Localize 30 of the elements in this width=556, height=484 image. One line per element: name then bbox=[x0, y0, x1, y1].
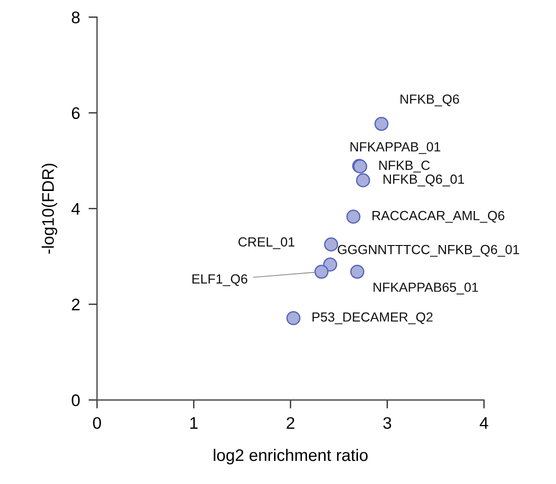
x-tick-label: 1 bbox=[190, 417, 198, 429]
annotation: NFKB_C bbox=[379, 160, 430, 172]
y-tick-label: 2 bbox=[72, 298, 80, 310]
annotation: GGGNNTTTCC_NFKB_Q6_01 bbox=[338, 244, 520, 257]
point bbox=[323, 258, 338, 272]
annotation: CREL_01 bbox=[238, 237, 294, 250]
point bbox=[324, 237, 338, 252]
y-tick-label: 6 bbox=[72, 107, 80, 120]
point bbox=[314, 264, 328, 279]
annotation: RACCACAR_AML_Q6 bbox=[372, 210, 504, 223]
point bbox=[286, 311, 300, 326]
y-tick-label: 4 bbox=[71, 203, 80, 215]
annotation: NFKAPPAB_01 bbox=[350, 142, 440, 154]
annotation: P53_DECAMER_Q2 bbox=[312, 312, 433, 324]
y-tick-label: 0 bbox=[72, 394, 80, 406]
y-tick-label: 8 bbox=[72, 12, 80, 24]
x-tick-label: 4 bbox=[480, 417, 488, 429]
point bbox=[346, 210, 360, 224]
point bbox=[356, 173, 370, 188]
x-axis-title: log2 enrichment ratio bbox=[214, 448, 368, 464]
annotation: NFKB_Q6_01 bbox=[384, 174, 464, 186]
x-tick-label: 0 bbox=[93, 417, 102, 429]
y-axis-title: -log10(FDR) bbox=[42, 164, 58, 254]
annotation: NFKAPPAB65_01 bbox=[374, 282, 478, 294]
x-tick-label: 2 bbox=[286, 417, 294, 429]
annotation: ELF1_Q6 bbox=[192, 274, 248, 286]
x-tick-label: 3 bbox=[383, 417, 392, 429]
point bbox=[374, 116, 388, 131]
point bbox=[350, 264, 364, 279]
annotation: NFKB_Q6 bbox=[400, 94, 460, 106]
